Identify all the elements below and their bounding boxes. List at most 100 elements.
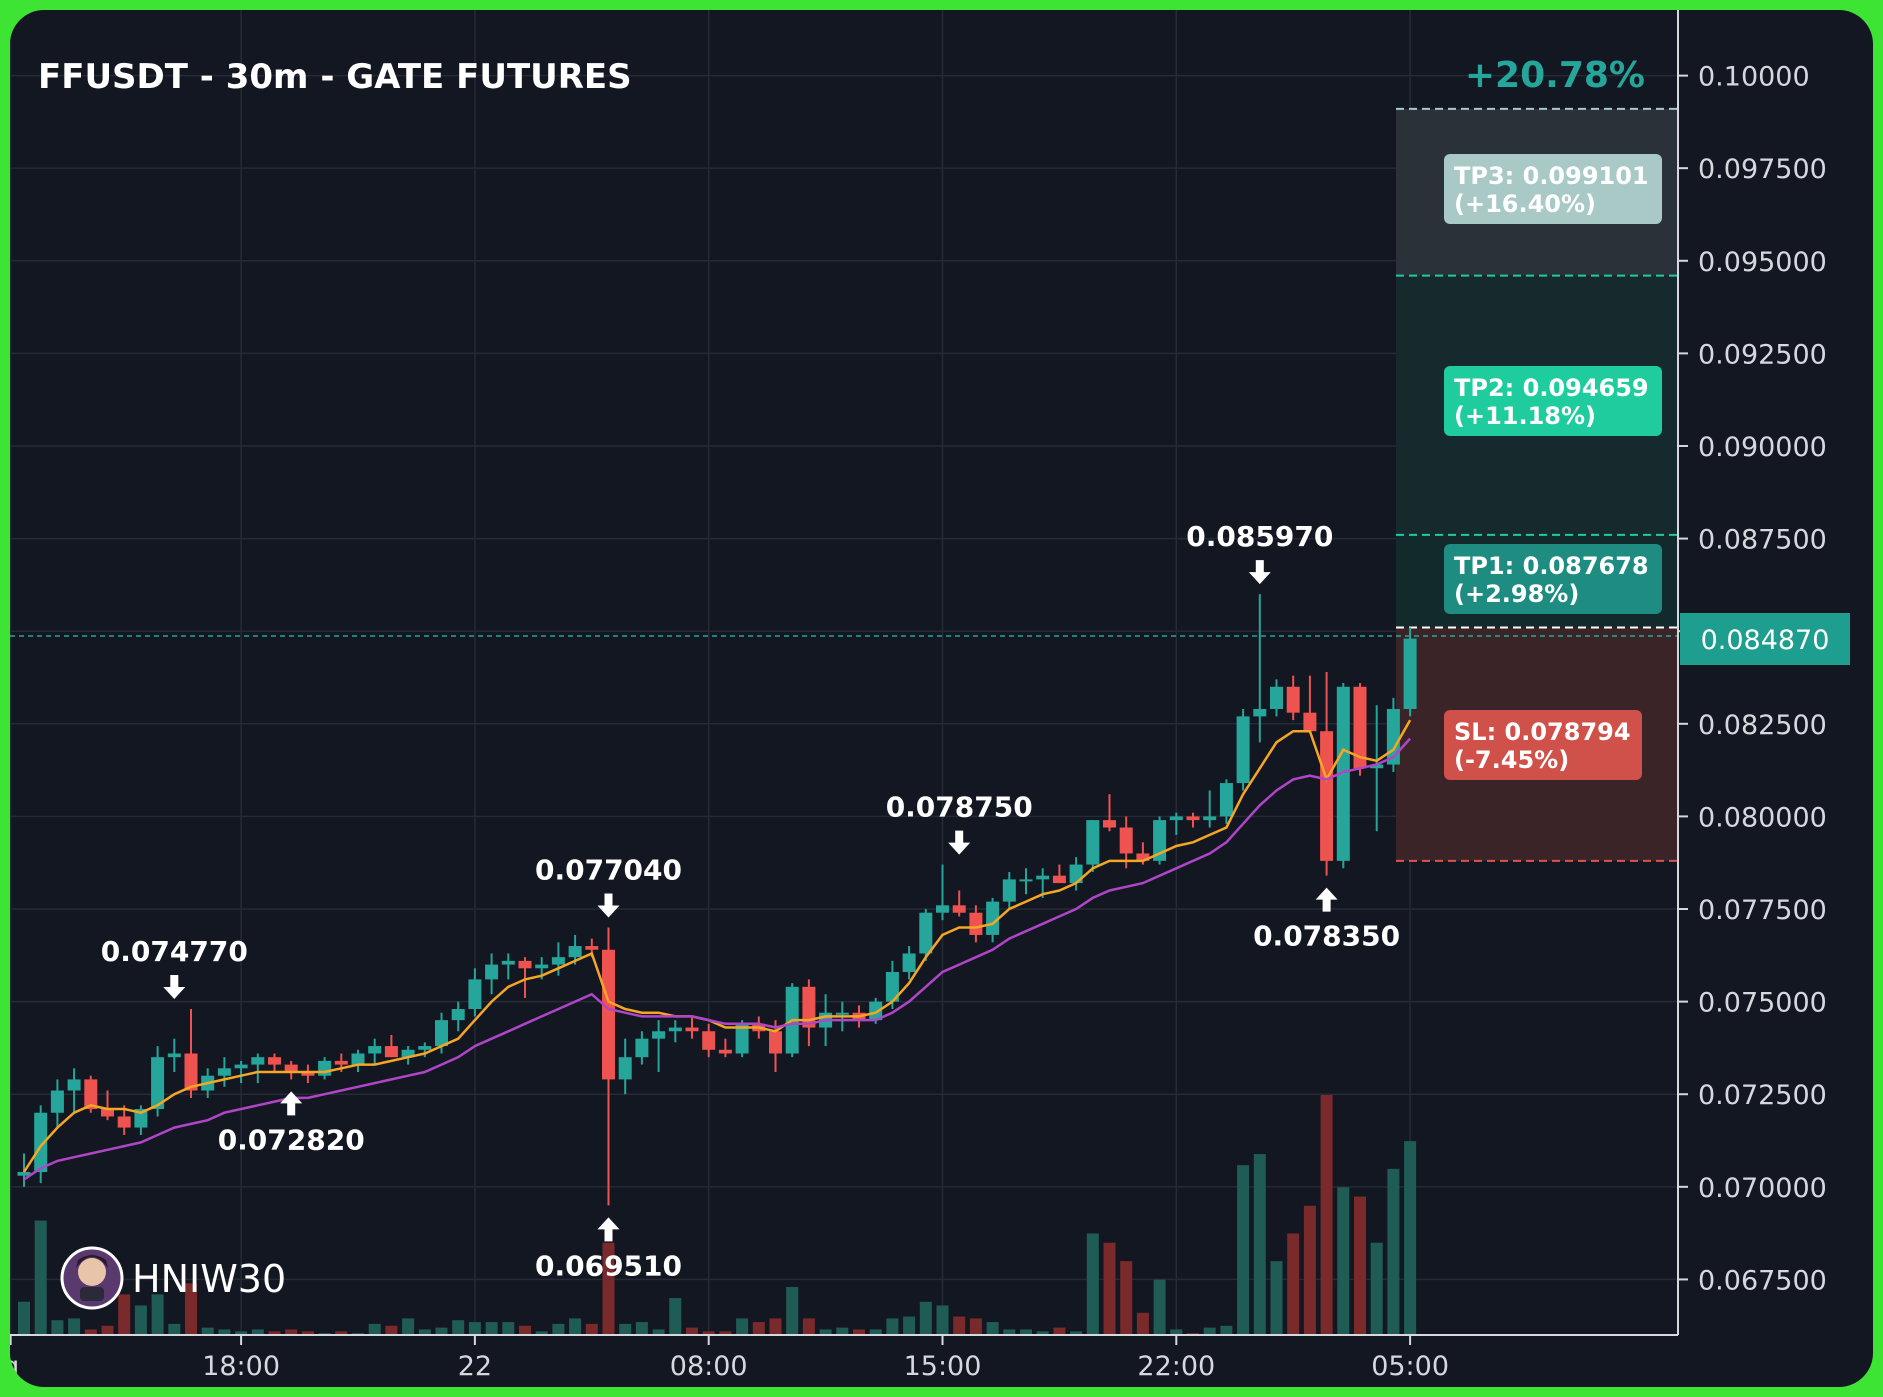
volume-bar [502, 1322, 515, 1335]
price-axis[interactable]: 0.10000 0.097500 0.095000 0.092500 0.090000 0… [1677, 10, 1827, 1335]
candle-body [318, 1060, 332, 1076]
price-chart[interactable]: 0.074770 0.072820 0.077040 0.069510 0.078750… [10, 10, 1873, 1387]
candle-body [535, 964, 549, 969]
candle-body [1236, 716, 1250, 784]
volume-bar [1070, 1331, 1083, 1335]
volume-bar [1203, 1327, 1216, 1335]
volume-bar [819, 1329, 832, 1335]
moving-averages [22, 719, 1412, 1181]
candle-body [919, 912, 933, 954]
chart-frame: 0.074770 0.072820 0.077040 0.069510 0.078750… [10, 10, 1873, 1387]
candle-body [1019, 879, 1033, 882]
candle-body [451, 1009, 465, 1021]
time-axis[interactable]: g 18:00 22 08:00 15:00 22:00 05:00 [10, 1334, 1678, 1382]
last-price-marker: 0.084870 [1680, 613, 1850, 665]
volume-bar [535, 1331, 548, 1335]
candle-body [184, 1053, 198, 1091]
volume-bar [602, 1242, 615, 1335]
x-tick-label: 18:00 [202, 1351, 280, 1382]
tp3-percent: (+16.40%) [1454, 190, 1596, 218]
annotation-high: 0.085970 [1186, 520, 1333, 585]
candle-body [301, 1072, 315, 1076]
candle-body [986, 901, 1000, 935]
volume-bar [101, 1325, 114, 1335]
sl-label: SL: 0.078794 [1454, 718, 1631, 746]
volume-bar [1387, 1168, 1400, 1335]
volume-bar [802, 1318, 815, 1335]
volume-bar [886, 1318, 899, 1335]
candle-body [902, 953, 916, 972]
arrow-up-icon [1315, 887, 1338, 912]
volume-bar [218, 1329, 231, 1335]
candle-body [602, 949, 615, 1080]
avatar-hair-icon [76, 1255, 108, 1268]
candle-body [334, 1060, 348, 1065]
volume-bar [285, 1329, 298, 1335]
y-tick-label: 0.095000 [1698, 247, 1827, 278]
tp1-percent: (+2.98%) [1454, 580, 1579, 608]
candle-body [1052, 875, 1066, 884]
volume-bar [1270, 1261, 1283, 1335]
candle-body [668, 1027, 682, 1032]
arrow-down-icon [1248, 560, 1271, 585]
tp1-box [1444, 544, 1662, 614]
volume-bar [301, 1331, 314, 1335]
annotation-label: 0.085970 [1186, 520, 1333, 553]
volume-bar [402, 1318, 415, 1335]
annotation-high: 0.074770 [101, 935, 248, 1000]
candle-body [618, 1057, 632, 1080]
volume-bar [1320, 1095, 1333, 1335]
arrow-down-icon [163, 975, 186, 1000]
annotation-low: 0.069510 [535, 1217, 682, 1282]
y-tick-label: 0.10000 [1698, 62, 1810, 93]
candle-body [435, 1020, 448, 1047]
volume-bar [235, 1331, 248, 1335]
sl-box [1444, 710, 1642, 780]
candle-body [718, 1049, 732, 1054]
candle-body [518, 960, 532, 969]
avatar-face-icon [78, 1258, 106, 1286]
volume-bar [1237, 1165, 1250, 1335]
candle-body [485, 964, 499, 980]
candle-body [368, 1046, 382, 1054]
tp2-label: TP2: 0.094659 [1454, 374, 1649, 402]
volume-bar [34, 1220, 47, 1335]
volume-bar [1036, 1331, 1049, 1335]
grid [10, 10, 1678, 1335]
candle-body [217, 1068, 231, 1076]
volume-bar [752, 1322, 765, 1335]
volume-bar [736, 1318, 749, 1335]
volume-bar [1120, 1261, 1133, 1335]
y-tick-label: 0.072500 [1698, 1080, 1827, 1111]
candle-body [468, 979, 482, 1010]
last-price-tag [1680, 613, 1850, 665]
last-price-label: 0.084870 [1701, 625, 1830, 656]
x-tick-label: g [10, 1351, 19, 1382]
volume-bar [919, 1301, 932, 1335]
annotation-label: 0.078750 [886, 791, 1033, 824]
volume-bar [18, 1301, 30, 1335]
annotation-label: 0.072820 [218, 1123, 365, 1156]
volume-bar [652, 1329, 665, 1335]
tp1-label: TP1: 0.087678 [1454, 552, 1649, 580]
volume-bar [986, 1322, 999, 1335]
volume-bar [385, 1325, 398, 1335]
candle-body [1253, 708, 1267, 717]
candle-body [1136, 853, 1150, 861]
volume-bar [418, 1329, 431, 1335]
volume-bar [335, 1331, 348, 1335]
candle-body [1002, 879, 1016, 902]
volume-bar [1003, 1329, 1016, 1335]
volume-bar [1220, 1325, 1233, 1335]
candle-body [1353, 686, 1367, 769]
ema-fast-line [22, 719, 1412, 1173]
candle-body [101, 1109, 114, 1117]
candle-body [1270, 686, 1283, 709]
annotation-low: 0.078350 [1253, 887, 1400, 953]
x-tick-label: 15:00 [904, 1351, 982, 1382]
candle-body [351, 1053, 365, 1065]
candle-body [702, 1031, 716, 1050]
volume-bar [1370, 1242, 1383, 1335]
volume-bar [719, 1331, 732, 1335]
candle-body [969, 912, 983, 935]
